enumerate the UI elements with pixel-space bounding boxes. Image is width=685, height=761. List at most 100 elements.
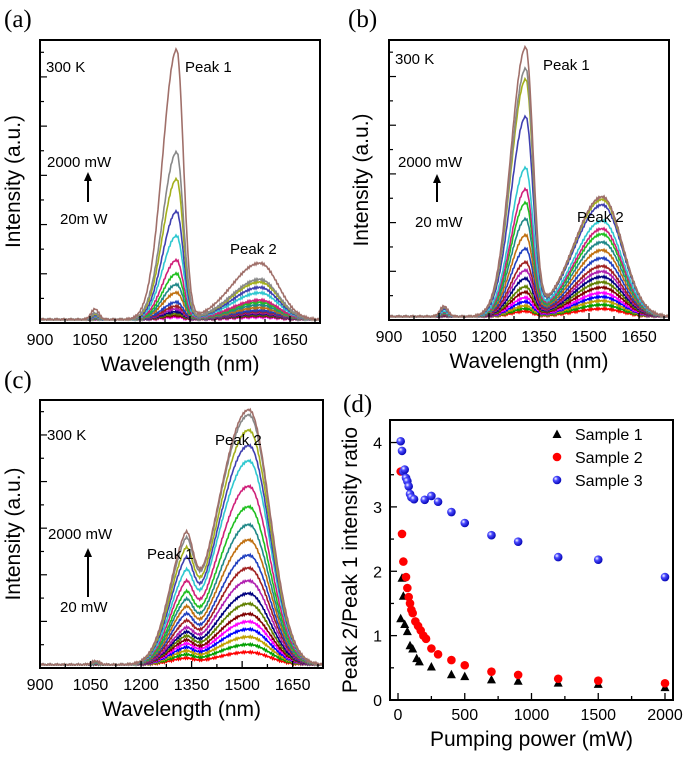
data-point-sample-3 — [409, 494, 419, 504]
x-tick-label: 900 — [376, 329, 403, 346]
panel-a: 900 1050 1200 1350 1500 1650 Wavelength (nm) In… — [2, 39, 321, 376]
x-tick-label: 1000 — [514, 707, 550, 724]
legend-label: Sample 1 — [575, 427, 643, 444]
data-point-sample-2 — [487, 667, 496, 676]
x-axis-label: Wavelength (nm) — [102, 698, 261, 721]
x-tick-label: 1500 — [222, 332, 258, 349]
data-point-sample-2 — [433, 649, 443, 659]
y-tick-label: 4 — [373, 436, 382, 453]
data-point-sample-3 — [397, 446, 407, 456]
panel-label-d: (d) — [343, 391, 372, 418]
plot-frame — [39, 399, 324, 669]
plot-frame — [39, 39, 321, 324]
panel-label-a: (a) — [4, 6, 32, 33]
annotation-peak2: Peak 2 — [230, 241, 277, 258]
annotation-peak2: Peak 2 — [215, 432, 262, 449]
data-point-sample-3 — [460, 518, 470, 528]
annotation-power_high: 2000 mW — [47, 154, 112, 171]
annotation-temp: 300 K — [47, 427, 86, 444]
x-tick-label: 900 — [27, 677, 54, 694]
data-point-sample-2 — [593, 676, 603, 685]
y-axis-label: Peak 2/Peak 1 intensity ratio — [339, 427, 362, 693]
data-point-sample-1 — [486, 674, 496, 684]
y-tick-label: 3 — [373, 500, 382, 517]
data-point-sample-1 — [426, 662, 436, 671]
y-tick-label: 1 — [373, 629, 382, 646]
y-tick-label: 0 — [373, 693, 382, 710]
annotation-power_low: 20m W — [60, 211, 108, 228]
data-point-sample-1 — [446, 669, 456, 679]
panel-label-c: (c) — [4, 367, 32, 394]
x-tick-label: 1050 — [72, 332, 108, 349]
data-point-sample-3 — [660, 572, 670, 582]
data-point-sample-3 — [513, 537, 523, 546]
annotation-peak1: Peak 1 — [185, 59, 232, 76]
x-tick-label: 1200 — [122, 332, 158, 349]
data-point-sample-2 — [401, 572, 411, 582]
data-point-sample-3 — [404, 481, 413, 491]
data-point-sample-2 — [408, 608, 417, 618]
x-axis-label: Wavelength (nm) — [449, 350, 608, 373]
data-point-sample-2 — [405, 599, 415, 608]
spectrum-curve — [39, 407, 324, 667]
x-tick-label: 1500 — [571, 329, 607, 346]
data-point-sample-2 — [513, 670, 523, 680]
x-tick-label: 1200 — [123, 677, 159, 694]
y-tick-label: 2 — [373, 564, 382, 581]
arrow-head-icon — [84, 548, 92, 557]
data-point-sample-2 — [403, 583, 412, 593]
x-tick-label: 1050 — [421, 329, 457, 346]
annotation-peak2: Peak 2 — [577, 209, 624, 226]
x-tick-label: 1350 — [174, 677, 210, 694]
data-point-sample-2 — [397, 529, 407, 539]
data-point-sample-3 — [487, 530, 496, 540]
x-tick-label: 2000 — [647, 707, 683, 724]
data-point-sample-3 — [396, 436, 405, 446]
data-point-sample-2 — [421, 634, 431, 644]
annotation-power_low: 20 mW — [60, 599, 108, 616]
x-tick-label: 1050 — [73, 677, 109, 694]
data-point-sample-1 — [408, 644, 418, 653]
x-tick-label: 1650 — [621, 329, 657, 346]
data-point-sample-3 — [593, 555, 603, 564]
data-point-sample-3 — [427, 491, 436, 501]
legend-marker — [552, 429, 562, 438]
x-tick-label: 1650 — [275, 677, 311, 694]
arrow-head-icon — [84, 172, 92, 181]
y-axis-label: Intensity (a.u.) — [2, 467, 25, 600]
spectrum-curve — [388, 44, 670, 319]
x-tick-label: 0 — [394, 707, 403, 724]
x-tick-label: 1650 — [272, 332, 308, 349]
data-point-sample-3 — [420, 495, 430, 505]
data-point-sample-1 — [402, 626, 412, 636]
legend-label: Sample 2 — [575, 450, 643, 467]
data-point-sample-1 — [513, 676, 523, 685]
data-point-sample-1 — [400, 619, 410, 629]
plot-frame — [388, 39, 670, 321]
x-axis-label: Pumping power (mW) — [430, 728, 633, 751]
data-point-sample-3 — [433, 497, 443, 507]
data-point-sample-2 — [427, 644, 436, 653]
data-point-sample-2 — [404, 592, 413, 602]
legend-marker — [552, 452, 562, 462]
panel-b: 900 1050 1200 1350 1500 1650 Wavelength (nm) In… — [350, 39, 670, 373]
x-axis-label: Wavelength (nm) — [100, 353, 259, 376]
x-tick-label: 1200 — [471, 329, 507, 346]
x-tick-label: 1350 — [172, 332, 208, 349]
annotation-temp: 300 K — [46, 59, 85, 76]
data-point-sample-3 — [447, 507, 456, 517]
spectrum-curve — [39, 46, 321, 322]
x-tick-label: 1500 — [580, 707, 616, 724]
data-point-sample-3 — [400, 465, 409, 474]
x-tick-label: 1500 — [224, 677, 260, 694]
panel-label-b: (b) — [348, 6, 377, 33]
legend-marker — [552, 475, 562, 485]
arrow-head-icon — [433, 174, 441, 183]
x-tick-label: 500 — [451, 707, 478, 724]
data-point-sample-3 — [553, 552, 563, 562]
data-point-sample-2 — [660, 678, 670, 688]
data-point-sample-1 — [414, 656, 424, 666]
y-axis-label: Intensity (a.u.) — [350, 113, 373, 246]
x-tick-label: 1350 — [521, 329, 557, 346]
